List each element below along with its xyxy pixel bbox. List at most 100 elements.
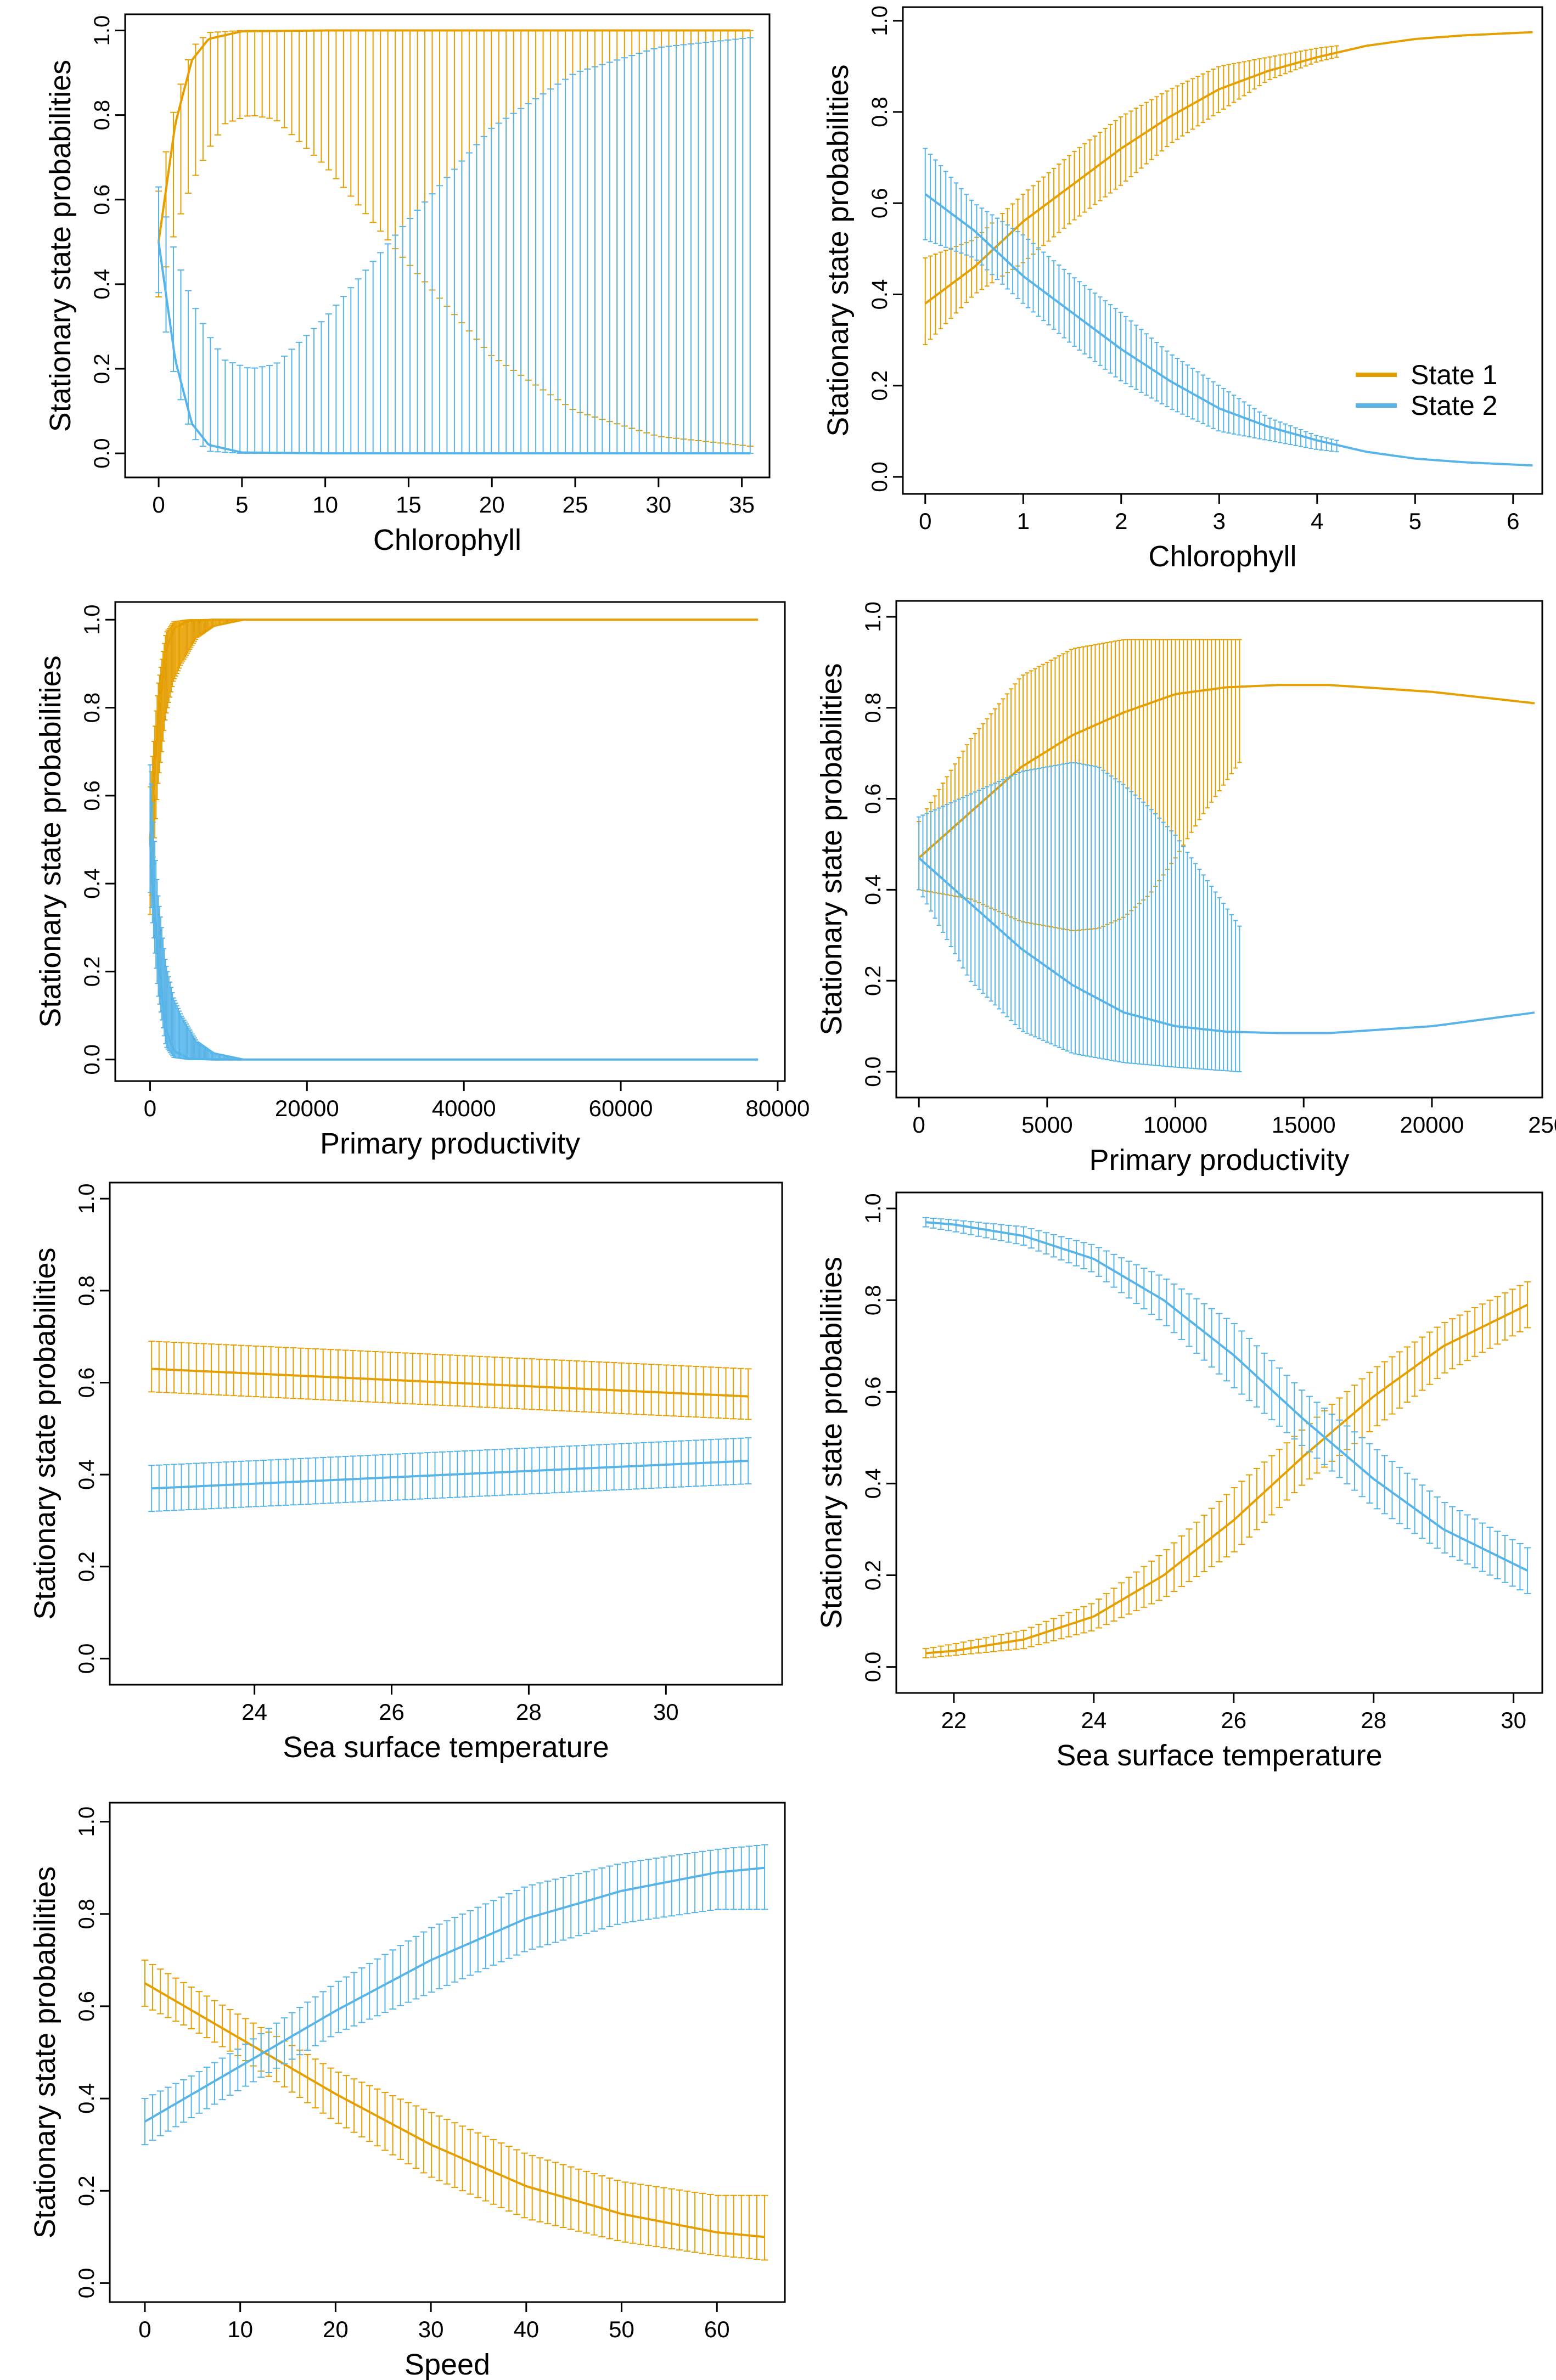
x-tick-label: 20000 xyxy=(1400,1112,1464,1138)
x-tick-label: 0 xyxy=(919,508,931,534)
series-line-state-2 xyxy=(151,1460,749,1490)
series-line-state-1 xyxy=(924,31,1533,305)
x-axis-label: Sea surface temperature xyxy=(1056,1739,1382,1772)
series-1-group xyxy=(148,1341,752,1420)
y-tick-label: 0.4 xyxy=(90,269,114,300)
series-2-group xyxy=(141,1844,768,2146)
y-tick-label: 1.0 xyxy=(75,1807,99,1837)
y-tick-label: 0.0 xyxy=(75,2268,99,2299)
series-2-group xyxy=(155,37,754,455)
y-tick-label: 0.8 xyxy=(861,693,885,723)
series-line-state-1 xyxy=(918,684,1535,859)
x-tick-label: 5000 xyxy=(1021,1112,1072,1138)
series-1-group xyxy=(141,1959,768,2261)
y-tick-label: 0.0 xyxy=(80,1044,104,1075)
chart-panel-5: 0.0 0.2 0.4 0.6 0.8 1.0 Stationary state proba… xyxy=(29,1181,783,1764)
series-line-state-1 xyxy=(149,618,759,840)
y-tick-label: 0.0 xyxy=(90,438,114,469)
y-tick-label: 0.2 xyxy=(861,965,885,996)
series-line-state-1 xyxy=(151,1368,749,1398)
x-tick-label: 80000 xyxy=(746,1095,810,1121)
y-tick-label: 0.6 xyxy=(75,1368,99,1398)
x-tick-label: 25 xyxy=(563,492,588,517)
series-2-group xyxy=(922,1217,1531,1594)
x-tick-label: 60 xyxy=(704,2316,730,2342)
series-line-state-2 xyxy=(149,839,759,1061)
y-tick-label: 0.8 xyxy=(90,100,114,131)
y-tick-label: 0.0 xyxy=(861,1652,885,1683)
y-tick-label: 0.2 xyxy=(861,1560,885,1591)
x-tick-label: 30 xyxy=(418,2316,444,2342)
y-tick-label: 0.4 xyxy=(75,1459,99,1490)
x-tick-label: 5 xyxy=(235,492,248,517)
chart-panel-7: 0.0 0.2 0.4 0.6 0.8 1.0 Stationary state proba… xyxy=(29,1802,786,2380)
x-axis-label: Chlorophyll xyxy=(373,524,521,556)
x-tick-label: 0 xyxy=(144,1095,156,1121)
y-axis-label: Stationary state probabilities xyxy=(34,655,67,1027)
x-tick-label: 50 xyxy=(609,2316,634,2342)
x-tick-label: 0 xyxy=(913,1112,925,1138)
x-tick-label: 4 xyxy=(1311,508,1323,534)
plot-frame xyxy=(124,13,771,479)
plot-frame xyxy=(895,600,1543,1099)
chart-panel-1: 0.0 0.2 0.4 0.6 0.8 1.0 Stationary state proba… xyxy=(44,13,771,556)
y-tick-label: 0.4 xyxy=(861,875,885,905)
plot-frame xyxy=(895,1191,1543,1694)
series-2-group xyxy=(923,148,1533,467)
plot-frame xyxy=(109,1181,783,1686)
series-line-state-1 xyxy=(144,1982,765,2238)
x-tick-label: 0 xyxy=(138,2316,151,2342)
y-tick-label: 0.4 xyxy=(80,868,104,899)
x-tick-label: 30 xyxy=(1501,1707,1526,1733)
series-2-group xyxy=(148,764,759,1061)
series-line-state-1 xyxy=(158,29,750,243)
x-tick-label: 5 xyxy=(1409,508,1422,534)
y-tick-label: 0.0 xyxy=(861,1056,885,1087)
series-line-state-2 xyxy=(924,193,1533,467)
y-tick-label: 1.0 xyxy=(861,1193,885,1224)
y-axis-label: Stationary state probabilities xyxy=(822,64,855,436)
x-tick-label: 22 xyxy=(941,1707,967,1733)
x-tick-label: 20 xyxy=(323,2316,349,2342)
y-axis-label: Stationary state probabilities xyxy=(815,1257,848,1629)
y-tick-label: 0.2 xyxy=(75,1551,99,1582)
x-tick-label: 10000 xyxy=(1143,1112,1207,1138)
x-tick-label: 25000 xyxy=(1528,1112,1556,1138)
series-line-state-2 xyxy=(918,857,1535,1034)
x-axis-label: Primary productivity xyxy=(320,1127,580,1160)
plot-frame xyxy=(114,601,786,1082)
y-axis-label: Stationary state probabilities xyxy=(44,60,77,432)
y-tick-label: 0.2 xyxy=(90,353,114,384)
y-tick-label: 0.6 xyxy=(868,188,892,218)
y-tick-label: 0.8 xyxy=(868,97,892,127)
y-axis-label: Stationary state probabilities xyxy=(815,663,848,1035)
x-tick-label: 35 xyxy=(729,492,755,517)
x-tick-label: 20 xyxy=(479,492,505,517)
y-tick-label: 0.0 xyxy=(75,1644,99,1674)
series-line-state-2 xyxy=(144,1866,765,2123)
x-axis-label: Speed xyxy=(405,2348,490,2380)
x-tick-label: 28 xyxy=(516,1699,542,1725)
legend-label-2: State 2 xyxy=(1411,390,1497,421)
y-tick-label: 0.4 xyxy=(861,1468,885,1499)
x-tick-label: 1 xyxy=(1017,508,1030,534)
y-tick-label: 0.2 xyxy=(868,370,892,401)
x-tick-label: 60000 xyxy=(589,1095,653,1121)
x-tick-label: 15000 xyxy=(1272,1112,1336,1138)
series-1-group xyxy=(917,639,1535,931)
legend-label-1: State 1 xyxy=(1411,359,1497,390)
x-tick-label: 20000 xyxy=(275,1095,339,1121)
series-line-state-1 xyxy=(925,1303,1528,1655)
x-tick-label: 40000 xyxy=(432,1095,496,1121)
y-tick-label: 1.0 xyxy=(861,601,885,632)
chart-panel-6: 0.0 0.2 0.4 0.6 0.8 1.0 Stationary state proba… xyxy=(815,1191,1543,1772)
y-tick-label: 0.8 xyxy=(75,1275,99,1306)
series-line-state-2 xyxy=(158,241,750,455)
x-tick-label: 40 xyxy=(513,2316,539,2342)
plot-frame xyxy=(902,6,1543,495)
x-tick-label: 26 xyxy=(1221,1707,1246,1733)
x-tick-label: 0 xyxy=(152,492,165,517)
x-tick-label: 26 xyxy=(379,1699,405,1725)
